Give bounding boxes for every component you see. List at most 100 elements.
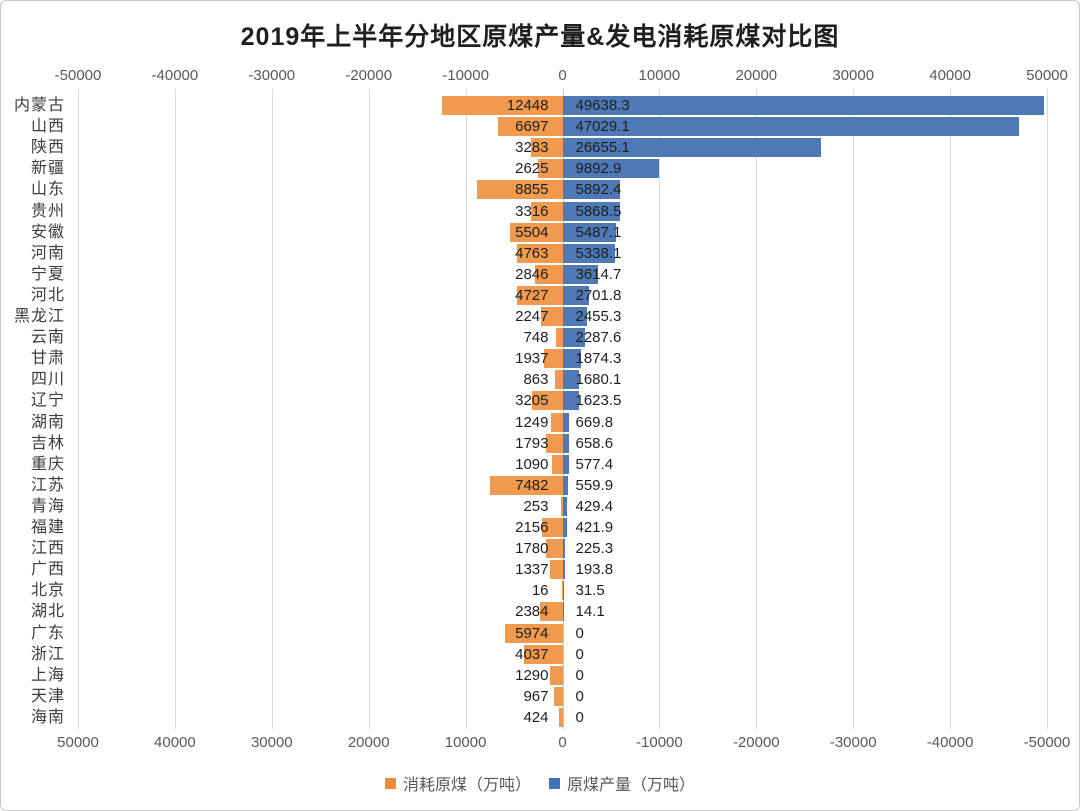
category-label: 内蒙古 <box>13 97 65 114</box>
value-label-consumption: 16 <box>531 582 549 599</box>
x-axis-tick-bottom: -40000 <box>926 734 974 751</box>
value-label-consumption: 1090 <box>515 456 549 473</box>
bar-production <box>563 138 821 157</box>
x-axis-tick-bottom: -50000 <box>1023 734 1071 751</box>
value-label-production: 31.5 <box>575 582 605 599</box>
value-label-consumption: 424 <box>523 709 549 726</box>
bar-production <box>563 602 564 621</box>
category-label: 云南 <box>30 329 65 346</box>
x-axis-tick-top: -40000 <box>151 67 199 84</box>
gridline <box>1047 89 1048 729</box>
bar-consumption <box>530 202 563 221</box>
value-label-consumption: 7482 <box>515 477 549 494</box>
bar-production <box>563 370 579 389</box>
value-label-production: 193.8 <box>575 561 614 578</box>
bar-production <box>563 286 589 305</box>
legend-swatch-consumption-icon <box>384 777 396 789</box>
value-label-production: 5487.1 <box>575 224 622 241</box>
x-axis-tick-top: 10000 <box>638 67 681 84</box>
x-axis-tick-top: 40000 <box>929 67 971 84</box>
bar-production <box>563 307 587 326</box>
x-axis-tick-bottom: 0 <box>558 734 567 751</box>
gridline <box>175 89 176 729</box>
bar-consumption <box>545 539 563 558</box>
legend-swatch-production-icon <box>549 777 560 789</box>
bar-consumption <box>530 138 563 157</box>
bar-production <box>563 434 569 453</box>
x-axis-tick-bottom: 10000 <box>444 734 487 751</box>
bar-production <box>563 476 568 495</box>
gridline <box>466 89 467 729</box>
category-label: 河北 <box>30 287 65 304</box>
category-label: 贵州 <box>30 203 65 220</box>
x-axis-tick-bottom: -30000 <box>829 734 877 751</box>
value-label-production: 0 <box>575 709 584 726</box>
bar-consumption <box>561 581 563 600</box>
category-label: 山东 <box>30 181 65 198</box>
bar-consumption <box>516 244 563 263</box>
bar-consumption <box>489 476 563 495</box>
x-axis-tick-top: 50000 <box>1026 67 1068 84</box>
value-label-production: 14.1 <box>575 603 605 620</box>
bar-production <box>563 391 579 410</box>
legend-item-production: 原煤产量（万吨） <box>549 771 695 795</box>
x-axis-tick-top: -20000 <box>345 67 393 84</box>
value-label-consumption: 4763 <box>515 245 549 262</box>
value-label-production: 577.4 <box>575 456 614 473</box>
value-label-consumption: 3205 <box>515 392 549 409</box>
bar-production <box>563 117 1019 136</box>
value-label-production: 5868.5 <box>575 203 622 220</box>
value-label-production: 225.3 <box>575 540 614 557</box>
category-label: 浙江 <box>30 646 65 663</box>
gridline <box>853 89 854 729</box>
bar-production <box>563 159 659 178</box>
category-label: 辽宁 <box>30 392 65 409</box>
x-axis-tick-top: -50000 <box>54 67 102 84</box>
value-label-production: 1874.3 <box>575 350 622 367</box>
value-label-consumption: 748 <box>523 329 549 346</box>
category-label: 四川 <box>30 371 65 388</box>
value-label-consumption: 12448 <box>506 97 549 114</box>
bar-consumption <box>553 687 563 706</box>
bar-production <box>563 180 620 199</box>
gridline <box>950 89 951 729</box>
bar-consumption <box>476 180 563 199</box>
value-label-production: 0 <box>575 646 584 663</box>
value-label-production: 0 <box>575 625 584 642</box>
value-label-consumption: 1937 <box>515 350 549 367</box>
gridline <box>659 89 660 729</box>
category-label: 广西 <box>30 561 65 578</box>
value-label-production: 3614.7 <box>575 266 622 283</box>
value-label-consumption: 967 <box>523 688 549 705</box>
value-label-consumption: 6697 <box>515 118 549 135</box>
bar-consumption <box>497 117 563 136</box>
value-label-production: 0 <box>575 688 584 705</box>
x-axis-tick-top: -30000 <box>248 67 296 84</box>
bar-production <box>563 413 569 432</box>
bar-consumption <box>539 602 563 621</box>
bar-production <box>563 328 585 347</box>
value-label-production: 2701.8 <box>575 287 622 304</box>
category-label: 福建 <box>30 519 65 536</box>
value-label-production: 2287.6 <box>575 329 622 346</box>
value-label-consumption: 2156 <box>515 519 549 536</box>
category-label: 安徽 <box>30 224 65 241</box>
value-label-consumption: 2625 <box>515 160 549 177</box>
value-label-consumption: 4037 <box>515 646 549 663</box>
value-label-consumption: 8855 <box>515 181 549 198</box>
bar-consumption <box>550 413 563 432</box>
value-label-production: 429.4 <box>575 498 614 515</box>
value-label-production: 658.6 <box>575 435 614 452</box>
category-label: 湖南 <box>30 414 65 431</box>
x-axis-tick-bottom: -10000 <box>636 734 683 751</box>
bar-consumption <box>543 349 563 368</box>
category-label: 山西 <box>30 118 65 135</box>
gridline <box>369 89 370 729</box>
value-label-consumption: 5974 <box>515 625 549 642</box>
bar-consumption <box>537 159 563 178</box>
x-axis-tick-bottom: 40000 <box>154 734 196 751</box>
chart-title: 2019年上半年分地区原煤产量&发电消耗原煤对比图 <box>240 23 840 51</box>
value-label-consumption: 3316 <box>515 203 549 220</box>
gridline <box>78 89 79 729</box>
